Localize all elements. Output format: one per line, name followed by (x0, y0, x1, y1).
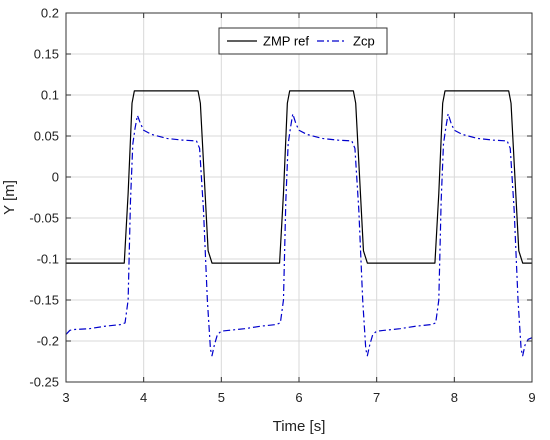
legend: ZMP ref Zcp (218, 27, 388, 55)
ticks: 3 4 5 6 7 8 9 -0.25 -0.2 -0.15 -0.1 -0.05 0 0.05 0.1 0.… (29, 6, 535, 406)
y-tick-label: 0.1 (41, 88, 59, 103)
x-tick-label: 9 (528, 390, 535, 405)
y-tick-label: 0.2 (41, 6, 59, 21)
legend-label: ZMP ref (263, 34, 309, 49)
y-tick-label: -0.25 (29, 375, 59, 390)
y-tick-label: -0.05 (29, 211, 59, 226)
series-line-zmp-ref (66, 90, 532, 264)
series-line-zcp (65, 113, 533, 357)
x-tick-label: 5 (218, 390, 225, 405)
x-tick-label: 4 (140, 390, 147, 405)
series-layer (65, 90, 533, 357)
y-tick-label: 0.05 (34, 129, 59, 144)
y-tick-label: -0.1 (37, 252, 59, 267)
y-tick-label: -0.15 (29, 293, 59, 308)
x-axis-label: Time [s] (273, 418, 326, 435)
y-tick-label: 0 (52, 170, 59, 185)
x-tick-label: 3 (62, 390, 69, 405)
x-tick-label: 7 (373, 390, 380, 405)
y-tick-label: 0.15 (34, 47, 59, 62)
legend-label: Zcp (353, 34, 375, 49)
y-axis-label: Y [m] (1, 180, 18, 215)
y-tick-label: -0.2 (37, 334, 59, 349)
x-tick-label: 6 (295, 390, 302, 405)
x-tick-label: 8 (451, 390, 458, 405)
